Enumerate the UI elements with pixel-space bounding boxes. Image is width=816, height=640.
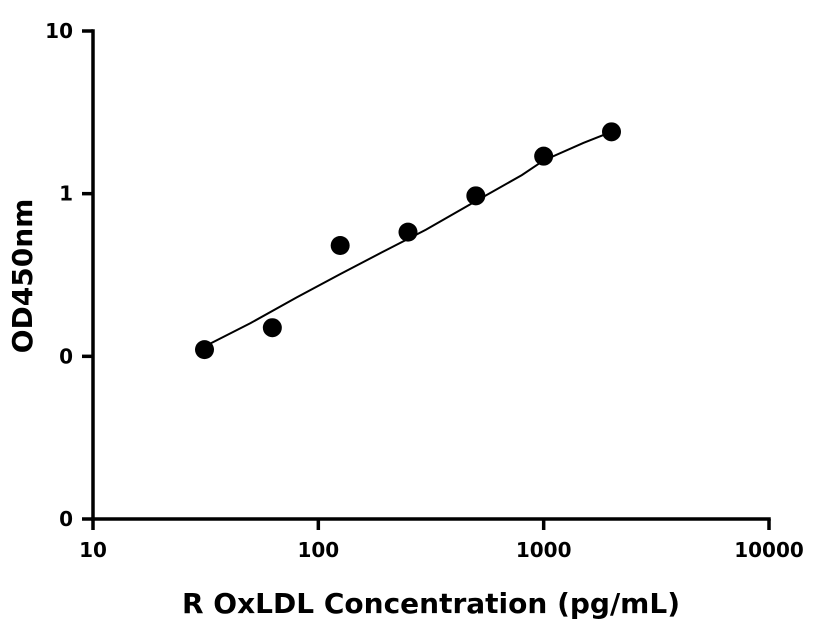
- x-tick-label: 1000: [516, 538, 572, 562]
- fit-curve-group: [204, 130, 612, 348]
- x-axis-title: R OxLDL Concentration (pg/mL): [182, 587, 680, 620]
- y-tick-label: 0: [59, 507, 73, 531]
- x-tick-label: 100: [297, 538, 339, 562]
- data-point: [601, 122, 621, 142]
- x-axis-ticks: 10 100 1000 10000: [79, 519, 804, 562]
- axes: [91, 29, 771, 521]
- data-point: [262, 318, 282, 338]
- data-point: [195, 340, 215, 360]
- data-points-group: [195, 122, 621, 360]
- x-tick-label: 10000: [734, 538, 804, 562]
- y-axis-ticks: 0 0 1 10: [45, 19, 93, 531]
- data-point: [398, 222, 418, 242]
- y-tick-label: 1: [59, 182, 73, 206]
- data-point: [330, 236, 350, 256]
- data-point: [466, 186, 486, 206]
- data-point: [534, 146, 554, 166]
- y-tick-label: 0: [59, 344, 73, 368]
- x-tick-label: 10: [79, 538, 107, 562]
- y-axis-title: OD450nm: [6, 199, 39, 354]
- y-tick-label: 10: [45, 19, 73, 43]
- fit-curve: [204, 130, 612, 348]
